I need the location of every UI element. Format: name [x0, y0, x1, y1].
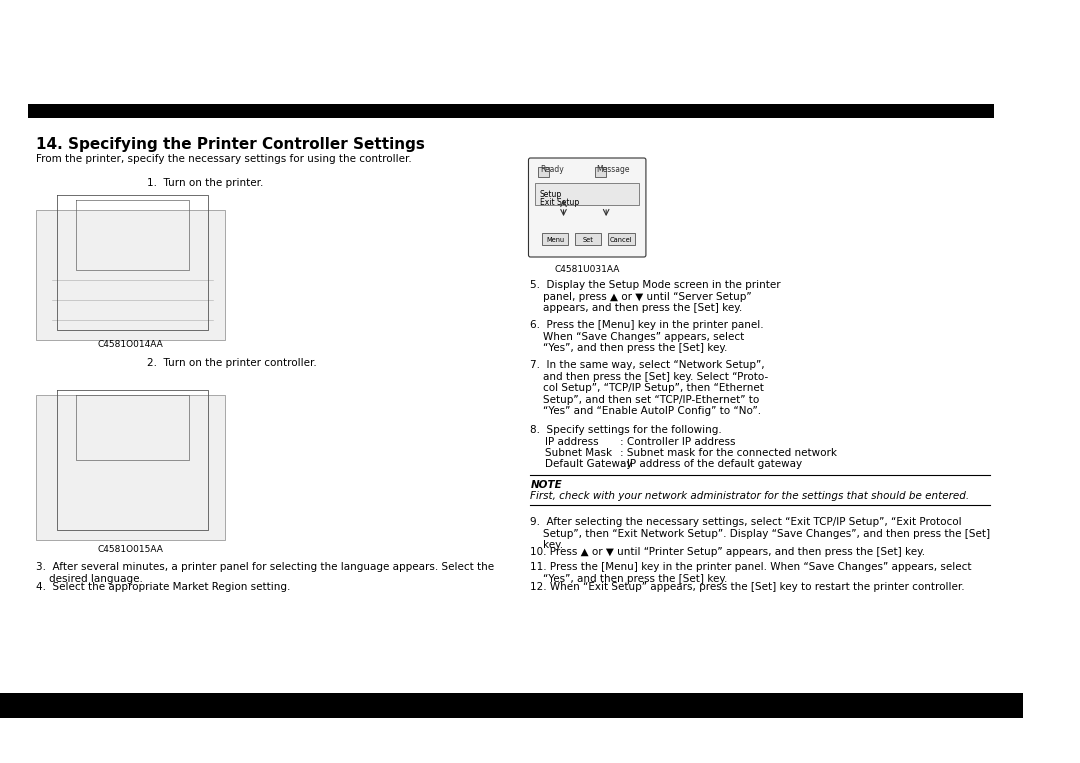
Bar	[595, 167, 606, 177]
Text: 3.  After several minutes, a printer panel for selecting the language appears. S: 3. After several minutes, a printer pane…	[36, 562, 495, 584]
Bar	[535, 183, 639, 205]
Text: – 41 –: – 41 –	[495, 724, 528, 737]
Text: 7.  In the same way, select “Network Setup”,
    and then press the [Set] key. S: 7. In the same way, select “Network Setu…	[530, 360, 769, 417]
Text: Printer Panel 1: Printer Panel 1	[471, 108, 552, 118]
Bar	[28, 104, 995, 118]
Text: Default Gateway: Default Gateway	[544, 459, 632, 469]
Text: 9.  After selecting the necessary settings, select “Exit TCP/IP Setup”, “Exit Pr: 9. After selecting the necessary setting…	[530, 517, 990, 550]
Text: C4581O014AA: C4581O014AA	[98, 340, 163, 349]
FancyBboxPatch shape	[528, 158, 646, 257]
Text: Cancel: Cancel	[610, 237, 633, 243]
Text: IP address: IP address	[544, 437, 598, 447]
Text: Set: Set	[583, 237, 594, 243]
Bar	[538, 167, 550, 177]
Text: : Controller IP address: : Controller IP address	[620, 437, 735, 447]
Text: 14. Specifying the Printer Controller Settings: 14. Specifying the Printer Controller Se…	[36, 137, 424, 152]
Text: Menu: Menu	[546, 237, 564, 243]
Text: Exit Setup: Exit Setup	[540, 198, 579, 207]
Text: 6.  Press the [Menu] key in the printer panel.
    When “Save Changes” appears, : 6. Press the [Menu] key in the printer p…	[530, 320, 764, 353]
Text: 2.  Turn on the printer controller.: 2. Turn on the printer controller.	[147, 358, 316, 368]
Bar	[0, 693, 1023, 718]
Bar	[36, 395, 226, 540]
Text: NOTE: NOTE	[530, 480, 562, 490]
Bar	[36, 210, 226, 340]
Text: C4581U031AA: C4581U031AA	[554, 265, 620, 274]
Text: : IP address of the default gateway: : IP address of the default gateway	[620, 459, 802, 469]
Text: C4581O015AA: C4581O015AA	[98, 545, 164, 554]
Text: First, check with your network administrator for the settings that should be ent: First, check with your network administr…	[530, 491, 970, 501]
Text: 11. Press the [Menu] key in the printer panel. When “Save Changes” appears, sele: 11. Press the [Menu] key in the printer …	[530, 562, 972, 584]
Text: 4.  Select the appropriate Market Region setting.: 4. Select the appropriate Market Region …	[36, 582, 291, 592]
Text: 1.  Turn on the printer.: 1. Turn on the printer.	[147, 178, 264, 188]
Text: From the printer, specify the necessary settings for using the controller.: From the printer, specify the necessary …	[36, 154, 411, 164]
Text: Ready: Ready	[540, 165, 564, 174]
Text: 5.  Display the Setup Mode screen in the printer
    panel, press ▲ or ▼ until “: 5. Display the Setup Mode screen in the …	[530, 280, 781, 313]
Text: 10. Press ▲ or ▼ until “Printer Setup” appears, and then press the [Set] key.: 10. Press ▲ or ▼ until “Printer Setup” a…	[530, 547, 926, 557]
Bar	[542, 233, 568, 245]
Text: 8.  Specify settings for the following.: 8. Specify settings for the following.	[530, 425, 723, 435]
Text: Setup: Setup	[540, 190, 562, 199]
Text: : Subnet mask for the connected network: : Subnet mask for the connected network	[620, 448, 837, 458]
Bar	[608, 233, 635, 245]
Text: Subnet Mask: Subnet Mask	[544, 448, 611, 458]
Text: Message: Message	[596, 165, 630, 174]
Text: 4581-7777-01: 4581-7777-01	[36, 724, 120, 737]
Text: 12. When “Exit Setup” appears, press the [Set] key to restart the printer contro: 12. When “Exit Setup” appears, press the…	[530, 582, 966, 592]
Bar	[575, 233, 602, 245]
